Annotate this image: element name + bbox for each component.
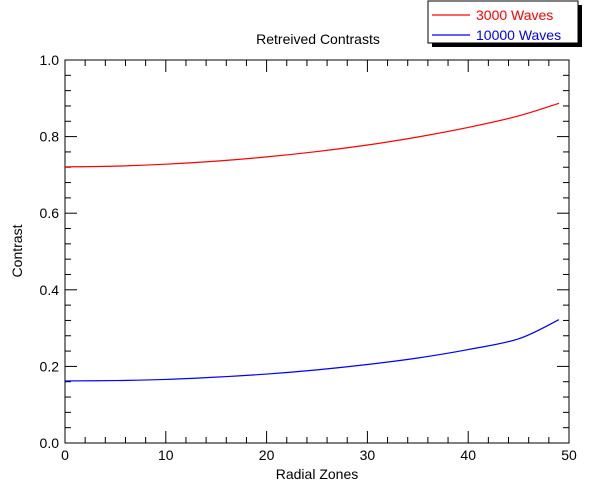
series-lines	[64, 102, 560, 382]
series-line-2	[64, 319, 560, 382]
x-axis-label: Radial Zones	[276, 466, 359, 482]
y-axis-label: Contrast	[9, 224, 25, 277]
x-tick-label: 30	[360, 447, 376, 463]
y-tick-label: 0.6	[40, 205, 60, 221]
y-tick-label: 0.0	[40, 435, 60, 451]
x-tick-label: 50	[561, 447, 577, 463]
axis-tick-labels: 0 10 20 30 40 50 0.0 0.2 0.4 0.6 0.8 1.0	[40, 52, 577, 463]
series-line-1	[64, 102, 560, 168]
legend-box	[427, 0, 579, 44]
axis-ticks	[64, 59, 570, 444]
chart-title: Retreived Contrasts	[256, 31, 380, 47]
x-tick-label: 20	[259, 447, 275, 463]
y-tick-label: 0.8	[40, 129, 60, 145]
x-tick-label: 10	[158, 447, 174, 463]
legend-label-2: 10000 Waves	[476, 27, 561, 43]
plot-frame	[64, 59, 570, 444]
x-tick-label: 0	[61, 447, 69, 463]
legend-label-1: 3000 Waves	[476, 7, 553, 23]
legend: 3000 Waves 10000 Waves	[427, 0, 582, 47]
y-tick-label: 0.4	[40, 282, 60, 298]
y-tick-label: 0.2	[40, 358, 60, 374]
y-tick-label: 1.0	[40, 52, 60, 68]
x-tick-label: 40	[460, 447, 476, 463]
plot-area	[64, 59, 570, 444]
